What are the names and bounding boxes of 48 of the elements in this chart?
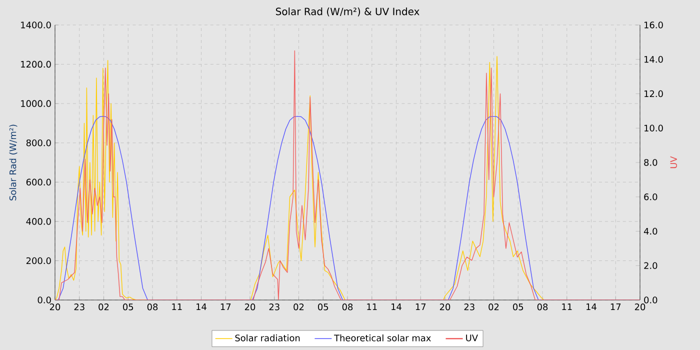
y-tick-label: 200.0: [26, 257, 51, 264]
x-tick-label: 20: [440, 304, 450, 310]
y-tick-label: 800.0: [26, 139, 51, 146]
y-tick-label: 1200.0: [21, 60, 51, 68]
y2-tick-label: 14.0: [644, 56, 663, 63]
x-tick-label: 05: [318, 304, 328, 310]
y2-tick-label: 4.0: [644, 228, 658, 235]
y-tick-label: 0.0: [38, 296, 51, 304]
x-tick-label: 17: [610, 304, 621, 310]
y2-tick-label: 8.0: [644, 159, 658, 166]
y2-tick-label: 6.0: [644, 193, 658, 200]
y2-tick-label: 12.0: [644, 90, 663, 98]
x-tick-label: 05: [513, 304, 524, 310]
x-tick-label: 02: [488, 304, 499, 310]
x-tick-label: 14: [392, 304, 402, 310]
x-tick-label: 17: [220, 304, 231, 310]
x-tick-label: 14: [196, 304, 206, 310]
y-tick-label: 400.0: [26, 218, 51, 225]
x-tick-label: 20: [244, 304, 256, 310]
y-tick-label: 1000.0: [21, 100, 51, 107]
legend-label: Solar radiation: [235, 334, 300, 342]
x-tick-label: 14: [586, 304, 596, 310]
y2-tick-label: 2.0: [644, 262, 658, 270]
x-tick-label: 11: [562, 304, 572, 310]
x-tick-label: 20: [50, 304, 60, 310]
x-tick-label: 08: [537, 304, 548, 310]
y2-tick-label: 10.0: [644, 124, 663, 132]
legend-label: Theoretical solar max: [334, 334, 431, 342]
x-tick-label: 23: [464, 304, 474, 310]
legend-label: UV: [466, 334, 478, 342]
x-tick-label: 23: [269, 304, 280, 310]
x-tick-label: 11: [172, 304, 182, 310]
x-tick-label: 23: [74, 304, 84, 310]
chart-title: Solar Rad (W/m²) & UV Index: [276, 8, 420, 16]
y-tick-label: 600.0: [26, 178, 51, 186]
x-tick-label: 11: [367, 304, 377, 310]
x-tick-label: 17: [416, 304, 426, 310]
x-tick-label: 02: [294, 304, 304, 310]
x-tick-label: 05: [123, 304, 134, 310]
y2-tick-label: 0.0: [644, 296, 658, 304]
y-axis-title: Solar Rad (W/m²): [9, 124, 18, 200]
x-tick-label: 08: [147, 304, 158, 310]
x-tick-label: 08: [342, 304, 353, 310]
y-tick-label: 1400.0: [21, 22, 51, 28]
x-tick-label: 02: [98, 304, 109, 310]
x-tick-label: 20: [634, 304, 646, 310]
y2-tick-label: 16.0: [644, 22, 663, 28]
y2-axis-title: UV: [670, 156, 677, 168]
